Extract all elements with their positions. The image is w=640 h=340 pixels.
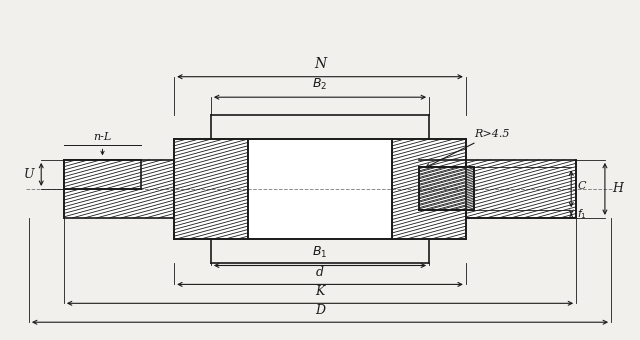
Bar bbox=[392, 139, 466, 239]
Text: N: N bbox=[314, 57, 326, 71]
Text: D: D bbox=[315, 304, 325, 317]
Text: n-L: n-L bbox=[93, 132, 111, 142]
Bar bbox=[248, 139, 392, 239]
Text: R>4.5: R>4.5 bbox=[426, 129, 510, 167]
Text: $B_2$: $B_2$ bbox=[312, 76, 328, 91]
Text: $f_1$: $f_1$ bbox=[577, 207, 587, 221]
Bar bbox=[419, 168, 474, 210]
Bar bbox=[466, 160, 576, 218]
Text: K: K bbox=[316, 285, 324, 298]
Text: d: d bbox=[316, 266, 324, 279]
Text: H: H bbox=[612, 182, 623, 195]
Bar bbox=[64, 160, 141, 189]
Text: U: U bbox=[24, 168, 34, 181]
Bar bbox=[64, 160, 174, 218]
Bar bbox=[174, 139, 248, 239]
Text: C: C bbox=[577, 181, 586, 191]
Text: $B_1$: $B_1$ bbox=[312, 245, 328, 260]
